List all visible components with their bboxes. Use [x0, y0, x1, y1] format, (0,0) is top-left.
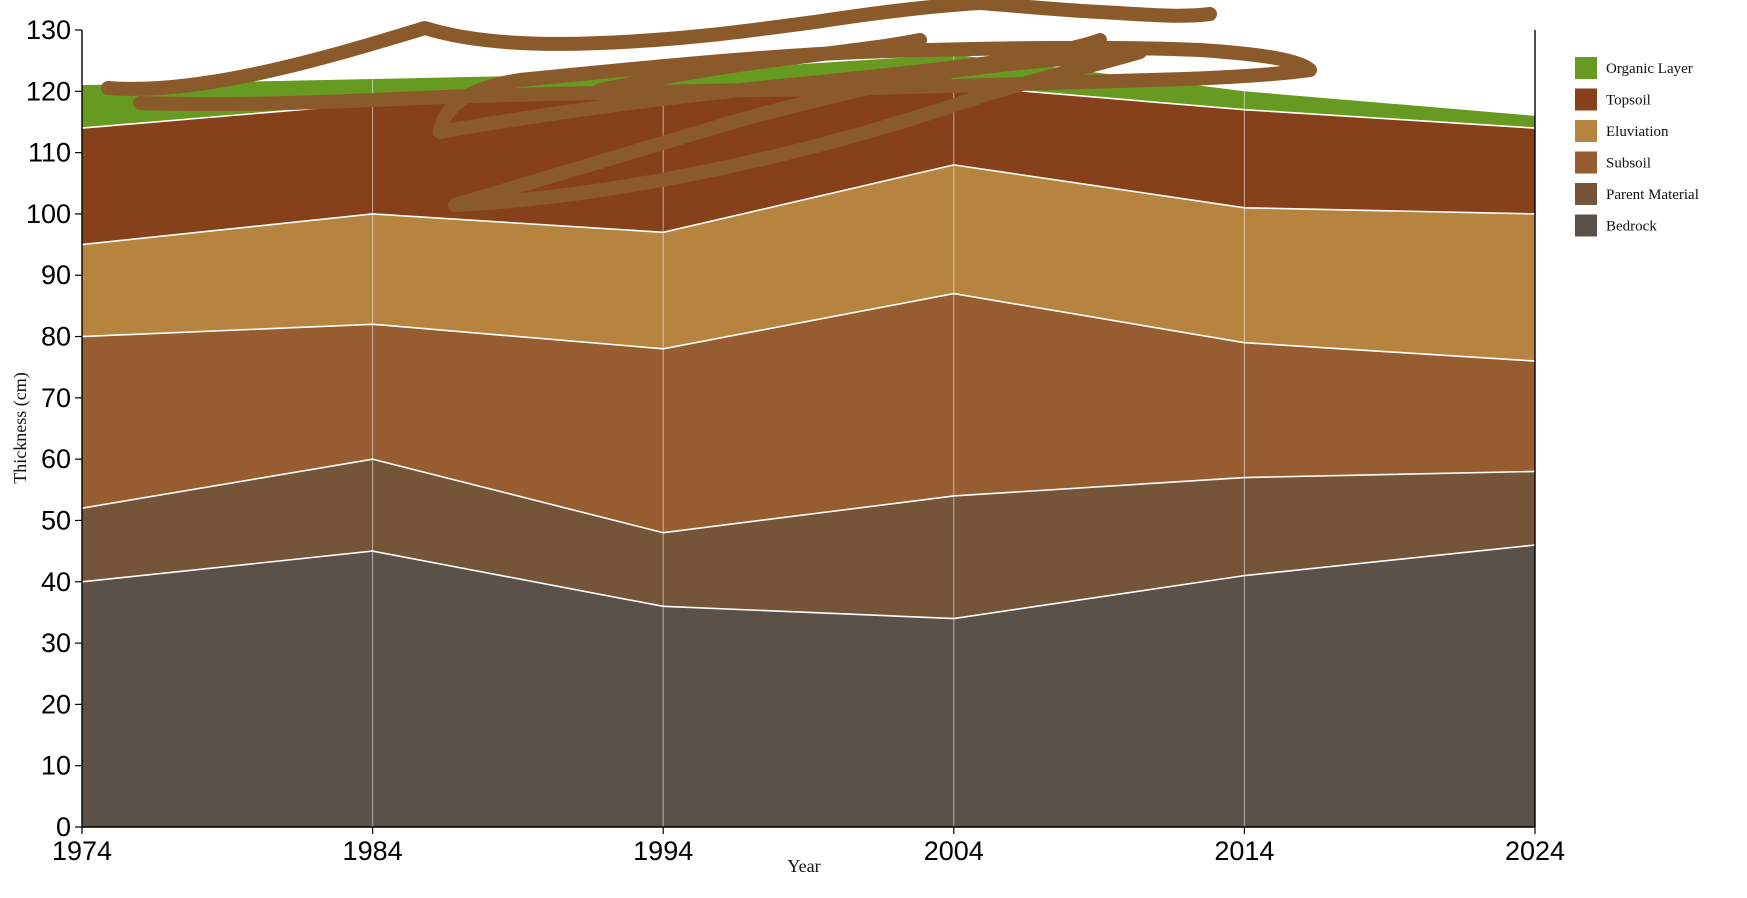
y-tick-label: 120 — [26, 76, 71, 106]
x-axis-title: Year — [787, 856, 820, 876]
legend-label: Topsoil — [1606, 93, 1651, 109]
x-tick-label: 2004 — [924, 836, 984, 866]
y-tick-label: 60 — [41, 444, 71, 474]
legend-label: Organic Layer — [1606, 61, 1693, 77]
y-tick-label: 130 — [26, 15, 71, 45]
y-tick-label: 90 — [41, 260, 71, 290]
legend-label: Subsoil — [1606, 156, 1651, 172]
area-eluviation — [82, 164, 1535, 362]
boundary-parent-material — [81, 458, 1536, 534]
legend-item-bedrock: Bedrock — [1575, 214, 1657, 237]
x-tick-label: 1974 — [52, 836, 112, 866]
legend-item-organic-layer: Organic Layer — [1575, 57, 1693, 79]
y-tick-label: 80 — [41, 322, 71, 352]
legend-swatch — [1575, 88, 1597, 111]
y-tick-label: 30 — [41, 628, 71, 658]
scribble-overlay — [101, 0, 1317, 212]
y-tick-label: 100 — [26, 199, 71, 229]
x-tick-label: 2024 — [1505, 836, 1565, 866]
areas-layer — [82, 54, 1535, 827]
x-tick-label: 1984 — [343, 836, 403, 866]
y-tick-label: 110 — [28, 138, 71, 168]
boundary-subsoil — [81, 292, 1536, 362]
legend: Organic Layer Topsoil Eluviation Subsoil Par… — [1575, 57, 1699, 237]
y-tick-label: 70 — [41, 383, 71, 413]
legend-swatch — [1575, 120, 1597, 142]
legend-swatch — [1575, 151, 1597, 174]
axes-layer: 0 10 20 30 40 50 60 70 80 90 100 110 120 130 1974 1984 1… — [26, 15, 1565, 866]
legend-item-subsoil: Subsoil — [1575, 151, 1651, 174]
area-subsoil — [82, 293, 1535, 533]
y-tick-label: 10 — [41, 751, 71, 781]
legend-swatch — [1575, 183, 1597, 205]
x-tick-label: 2014 — [1214, 836, 1274, 866]
legend-item-parent-material: Parent Material — [1575, 183, 1699, 205]
legend-item-topsoil: Topsoil — [1575, 88, 1651, 111]
y-axis-title: Thickness (cm) — [10, 372, 31, 483]
area-bedrock — [82, 544, 1535, 827]
x-tick-label: 1994 — [633, 836, 693, 866]
legend-label: Eluviation — [1606, 124, 1669, 140]
legend-label: Bedrock — [1606, 219, 1657, 235]
legend-swatch — [1575, 57, 1597, 79]
legend-item-eluviation: Eluviation — [1575, 120, 1669, 142]
axis-labels: Year Thickness (cm) — [10, 372, 821, 876]
area-parent-material — [82, 459, 1535, 619]
y-tick-label: 40 — [41, 567, 71, 597]
boundary-bedrock — [81, 544, 1536, 620]
y-tick-label: 50 — [41, 505, 71, 535]
scribble-stroke — [101, 0, 1317, 212]
legend-swatch — [1575, 214, 1597, 237]
y-tick-label: 0 — [56, 812, 71, 842]
y-tick-label: 20 — [41, 689, 71, 719]
legend-label: Parent Material — [1606, 187, 1699, 203]
boundary-eluviation — [81, 164, 1536, 246]
